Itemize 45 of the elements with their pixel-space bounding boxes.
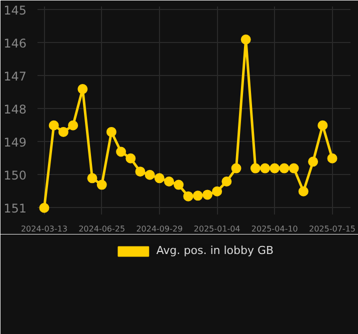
point [87, 173, 98, 184]
y-tick-label: 151 [4, 201, 26, 216]
point [48, 120, 59, 130]
y-tick-label: 150 [4, 168, 26, 182]
y-tick-label: 147 [4, 69, 26, 84]
x-tick-label: 2024-09-29 [136, 224, 183, 234]
x-tick-label: 2025-07-15 [309, 224, 356, 234]
point [154, 173, 164, 184]
point [288, 163, 299, 174]
x-tick-label: 2025-04-10 [251, 224, 298, 234]
point [240, 34, 251, 45]
point [298, 186, 308, 196]
x-tick-label: 2024-06-25 [78, 224, 126, 234]
point [126, 153, 136, 164]
point [78, 84, 88, 94]
y-tick-label: 148 [4, 102, 26, 116]
point [135, 166, 146, 177]
point [318, 120, 328, 130]
point [164, 176, 174, 186]
point [279, 163, 290, 174]
point [116, 146, 126, 157]
point [106, 126, 116, 137]
y-tick-label: 146 [4, 36, 26, 50]
point [202, 190, 212, 200]
point [250, 163, 260, 174]
point [183, 191, 194, 202]
x-tick-label: 2024-03-13 [20, 224, 68, 234]
point [308, 156, 318, 167]
point [96, 180, 107, 190]
y-tick-label: 149 [4, 135, 26, 150]
point [260, 163, 270, 174]
x-tick-label: 2025-01-04 [194, 224, 240, 234]
point [212, 186, 222, 196]
point [144, 170, 155, 180]
point [39, 202, 50, 213]
point [327, 153, 338, 164]
point [192, 190, 203, 201]
point [58, 126, 68, 137]
point [68, 120, 78, 130]
point [174, 180, 184, 190]
legend-label: Avg. pos. in lobby GB [156, 244, 274, 257]
point [231, 163, 242, 174]
y-tick-label: 145 [4, 3, 26, 18]
point [222, 176, 232, 186]
point [270, 163, 280, 174]
